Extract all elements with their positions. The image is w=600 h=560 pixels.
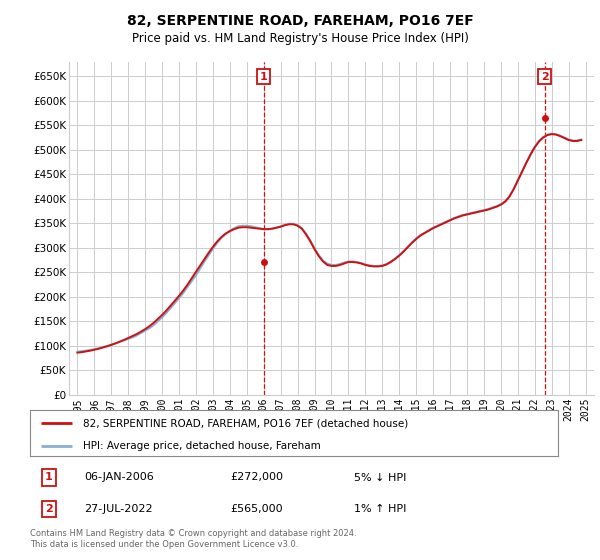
- Text: Price paid vs. HM Land Registry's House Price Index (HPI): Price paid vs. HM Land Registry's House …: [131, 32, 469, 45]
- Text: 5% ↓ HPI: 5% ↓ HPI: [354, 473, 406, 483]
- Text: Contains HM Land Registry data © Crown copyright and database right 2024.
This d: Contains HM Land Registry data © Crown c…: [30, 529, 356, 549]
- Text: 2: 2: [541, 72, 548, 82]
- Text: 82, SERPENTINE ROAD, FAREHAM, PO16 7EF: 82, SERPENTINE ROAD, FAREHAM, PO16 7EF: [127, 14, 473, 28]
- Text: 1% ↑ HPI: 1% ↑ HPI: [354, 504, 406, 514]
- Text: 2: 2: [45, 504, 53, 514]
- Text: 1: 1: [260, 72, 268, 82]
- Text: 06-JAN-2006: 06-JAN-2006: [84, 473, 154, 483]
- Text: 27-JUL-2022: 27-JUL-2022: [84, 504, 152, 514]
- Text: 82, SERPENTINE ROAD, FAREHAM, PO16 7EF (detached house): 82, SERPENTINE ROAD, FAREHAM, PO16 7EF (…: [83, 418, 408, 428]
- Text: £272,000: £272,000: [230, 473, 283, 483]
- Text: £565,000: £565,000: [230, 504, 283, 514]
- Text: HPI: Average price, detached house, Fareham: HPI: Average price, detached house, Fare…: [83, 441, 320, 451]
- Text: 1: 1: [45, 473, 53, 483]
